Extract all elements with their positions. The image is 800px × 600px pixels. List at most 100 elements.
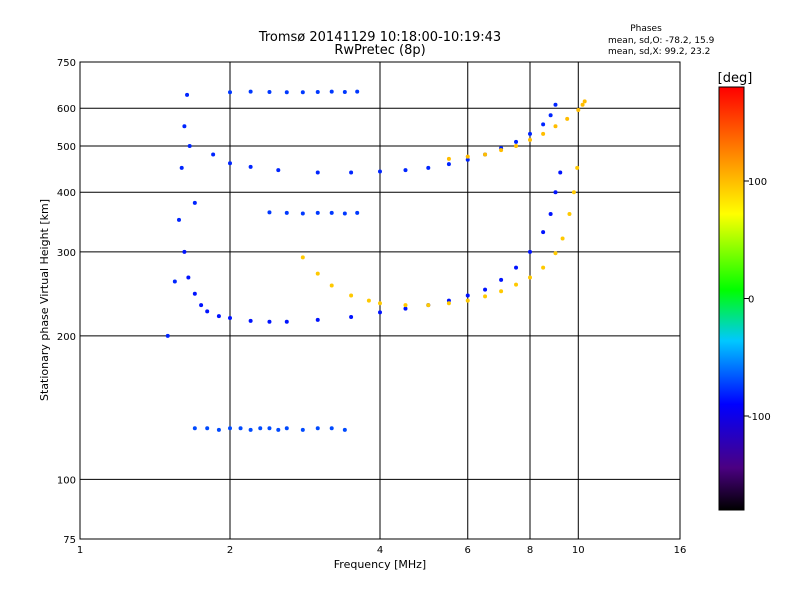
data-point [228,90,232,95]
data-point [182,124,187,129]
data-point [548,113,553,118]
data-point [446,301,451,306]
grid-lines [80,62,680,539]
data-point [248,89,253,94]
data-point [205,309,210,314]
data-point [575,165,580,170]
data-point [276,427,281,432]
data-point [558,170,563,175]
data-point [514,143,519,148]
data-point [267,426,272,431]
data-point [192,426,197,431]
data-point [465,154,470,159]
data-point [548,212,553,217]
data-point [300,427,305,432]
data-point [499,289,504,294]
y-tick-label: 400 [57,188,76,199]
data-point [553,124,558,129]
data-point [329,426,334,431]
y-tick-label: 300 [57,248,76,259]
colorbar-label: [deg] [718,71,753,86]
data-point [528,131,532,136]
data-point [267,319,272,324]
data-point [560,236,565,241]
data-point [300,90,305,95]
data-point [192,200,197,205]
data-point [315,210,320,215]
colorbar-tick-label: -100 [748,412,771,423]
data-point [465,293,470,298]
data-point [483,152,488,157]
data-point [528,137,532,142]
y-axis: 75 100 200 300 400 500 600 750 [57,58,76,546]
data-point [355,89,360,94]
data-point [553,102,558,107]
phase-stats-heading: Phases [630,24,662,34]
phase-stats-x: mean, sd,X: 99.2, 23.2 [608,47,710,57]
data-point [403,306,408,311]
data-point [378,301,382,306]
data-point [541,131,546,136]
data-point [514,139,519,144]
data-point [465,298,470,303]
data-point [329,283,334,288]
data-point [355,210,360,215]
y-tick-label: 75 [63,535,76,546]
data-point [238,426,243,431]
y-tick-label: 200 [57,332,76,343]
data-point [216,427,221,432]
data-point [576,107,581,112]
data-point [342,427,347,432]
data-point [541,230,546,235]
data-point [580,102,585,107]
data-point [187,143,192,148]
data-point [378,310,382,315]
x-axis: 1 2 4 6 8 10 16 [77,545,687,556]
chart-subtitle: RwPretec (8p) [334,43,425,58]
x-axis-label: Frequency [MHz] [334,558,426,571]
data-point [284,210,289,215]
data-point [182,249,187,254]
data-point [541,265,546,270]
data-point [342,89,347,94]
data-point [329,210,334,215]
data-point [483,287,488,292]
data-point [176,217,181,222]
data-point [465,157,470,162]
data-point [426,303,431,308]
data-point [276,168,281,173]
y-axis-label: Stationary phase Virtual Height [km] [38,199,51,401]
data-point [315,271,320,276]
data-point [403,303,408,308]
x-tick-label: 10 [572,545,585,556]
data-point [366,298,371,303]
x-tick-label: 8 [527,545,533,556]
data-point [186,275,191,280]
data-point [192,291,197,296]
data-points [165,89,587,432]
data-point [446,156,451,161]
data-point [528,249,532,254]
data-point [315,89,320,94]
data-point [267,210,272,215]
data-point [582,99,587,104]
data-point [228,161,232,166]
data-point [300,211,305,216]
colorbar-tick-label: 100 [748,177,767,188]
data-point [349,170,354,175]
chart-title: Tromsø 20141129 10:18:00-10:19:43 [258,30,501,45]
data-point [205,426,210,431]
data-point [258,426,263,431]
data-point [248,164,253,169]
data-point [553,190,558,195]
colorbar-tick-label: 0 [748,295,754,306]
colorbar [718,86,745,511]
data-point [499,148,504,153]
data-point [528,275,532,280]
data-point [514,282,519,287]
data-point [228,315,232,320]
data-point [514,265,519,270]
data-point [329,89,334,94]
x-tick-label: 4 [377,545,383,556]
